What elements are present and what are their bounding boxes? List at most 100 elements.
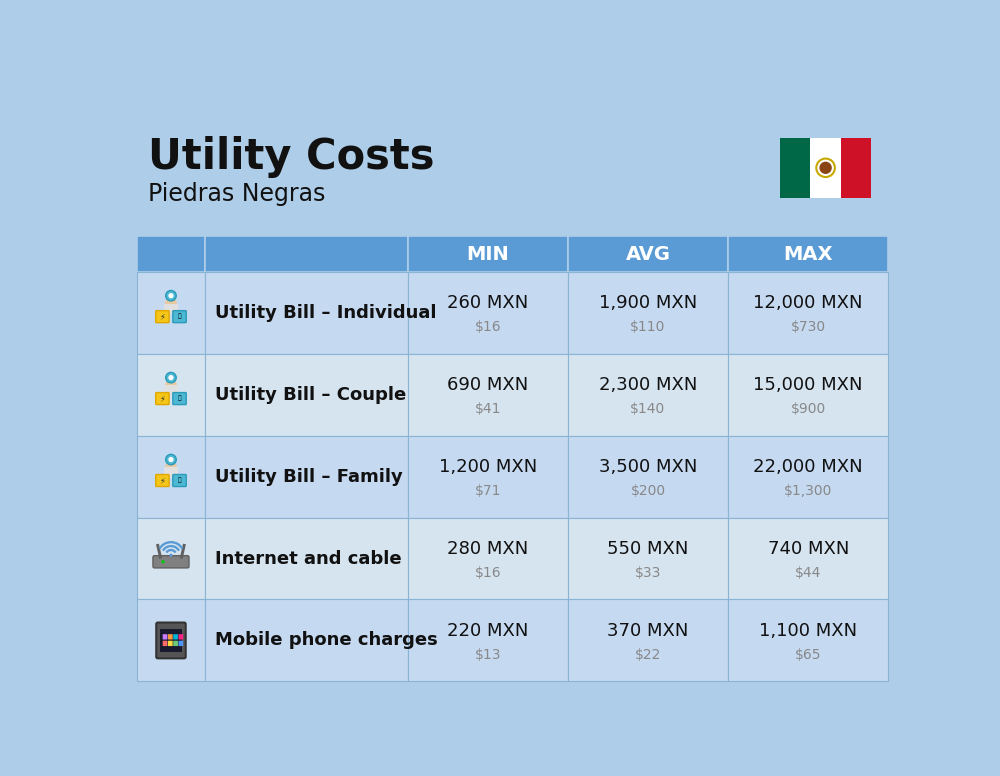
Circle shape bbox=[166, 372, 176, 383]
Polygon shape bbox=[841, 138, 871, 198]
Text: 280 MXN: 280 MXN bbox=[447, 539, 528, 558]
Text: 🚿: 🚿 bbox=[178, 396, 181, 401]
FancyBboxPatch shape bbox=[408, 600, 568, 681]
FancyBboxPatch shape bbox=[205, 435, 408, 518]
FancyBboxPatch shape bbox=[568, 272, 728, 354]
FancyBboxPatch shape bbox=[568, 237, 728, 272]
Text: ⚡: ⚡ bbox=[160, 312, 165, 321]
Text: $41: $41 bbox=[474, 403, 501, 417]
FancyBboxPatch shape bbox=[173, 474, 186, 487]
FancyBboxPatch shape bbox=[408, 435, 568, 518]
FancyBboxPatch shape bbox=[408, 354, 568, 435]
FancyBboxPatch shape bbox=[205, 237, 408, 272]
Text: 15,000 MXN: 15,000 MXN bbox=[753, 376, 863, 394]
Circle shape bbox=[166, 454, 176, 465]
FancyBboxPatch shape bbox=[137, 518, 205, 600]
FancyBboxPatch shape bbox=[168, 641, 173, 646]
FancyBboxPatch shape bbox=[728, 237, 888, 272]
FancyBboxPatch shape bbox=[173, 310, 186, 323]
Text: $44: $44 bbox=[795, 566, 821, 580]
Text: 370 MXN: 370 MXN bbox=[607, 622, 689, 639]
Text: ⚡: ⚡ bbox=[160, 394, 165, 403]
Circle shape bbox=[161, 560, 165, 563]
FancyBboxPatch shape bbox=[160, 629, 182, 652]
Text: $200: $200 bbox=[630, 484, 666, 498]
Text: 260 MXN: 260 MXN bbox=[447, 294, 528, 312]
Text: MAX: MAX bbox=[783, 244, 833, 264]
Text: $730: $730 bbox=[791, 320, 826, 334]
Text: $140: $140 bbox=[630, 403, 666, 417]
FancyBboxPatch shape bbox=[408, 518, 568, 600]
Text: Utility Bill – Family: Utility Bill – Family bbox=[215, 468, 402, 486]
Text: Piedras Negras: Piedras Negras bbox=[148, 182, 326, 206]
Text: AVG: AVG bbox=[625, 244, 670, 264]
FancyBboxPatch shape bbox=[728, 600, 888, 681]
Text: MIN: MIN bbox=[466, 244, 509, 264]
Text: 740 MXN: 740 MXN bbox=[768, 539, 849, 558]
FancyBboxPatch shape bbox=[205, 600, 408, 681]
FancyBboxPatch shape bbox=[568, 518, 728, 600]
Polygon shape bbox=[810, 138, 841, 198]
FancyBboxPatch shape bbox=[168, 634, 173, 639]
Circle shape bbox=[168, 375, 174, 380]
Text: 1,200 MXN: 1,200 MXN bbox=[439, 458, 537, 476]
FancyBboxPatch shape bbox=[173, 634, 178, 639]
FancyBboxPatch shape bbox=[156, 622, 186, 658]
Text: 690 MXN: 690 MXN bbox=[447, 376, 528, 394]
Text: $65: $65 bbox=[795, 648, 821, 662]
Text: 22,000 MXN: 22,000 MXN bbox=[753, 458, 863, 476]
FancyBboxPatch shape bbox=[163, 641, 167, 646]
Text: 2,300 MXN: 2,300 MXN bbox=[599, 376, 697, 394]
Text: 🚿: 🚿 bbox=[178, 314, 181, 320]
FancyBboxPatch shape bbox=[173, 641, 178, 646]
Text: $110: $110 bbox=[630, 320, 666, 334]
Text: $1,300: $1,300 bbox=[784, 484, 832, 498]
FancyBboxPatch shape bbox=[568, 600, 728, 681]
Text: $22: $22 bbox=[635, 648, 661, 662]
FancyBboxPatch shape bbox=[408, 237, 568, 272]
FancyBboxPatch shape bbox=[153, 556, 189, 568]
Text: ⚡: ⚡ bbox=[160, 476, 165, 485]
FancyBboxPatch shape bbox=[137, 354, 205, 435]
FancyBboxPatch shape bbox=[205, 272, 408, 354]
FancyBboxPatch shape bbox=[568, 354, 728, 435]
Text: $900: $900 bbox=[791, 403, 826, 417]
FancyBboxPatch shape bbox=[568, 435, 728, 518]
FancyBboxPatch shape bbox=[156, 310, 169, 323]
FancyBboxPatch shape bbox=[163, 634, 167, 639]
Text: $33: $33 bbox=[635, 566, 661, 580]
FancyBboxPatch shape bbox=[205, 518, 408, 600]
Circle shape bbox=[168, 293, 174, 298]
FancyBboxPatch shape bbox=[164, 303, 178, 314]
Circle shape bbox=[168, 457, 174, 462]
Circle shape bbox=[165, 462, 177, 473]
Text: $71: $71 bbox=[474, 484, 501, 498]
Text: $16: $16 bbox=[474, 320, 501, 334]
FancyBboxPatch shape bbox=[728, 272, 888, 354]
FancyBboxPatch shape bbox=[178, 634, 183, 639]
FancyBboxPatch shape bbox=[205, 354, 408, 435]
FancyBboxPatch shape bbox=[164, 467, 178, 478]
FancyBboxPatch shape bbox=[173, 393, 186, 404]
FancyBboxPatch shape bbox=[728, 354, 888, 435]
FancyBboxPatch shape bbox=[178, 641, 183, 646]
FancyBboxPatch shape bbox=[137, 435, 205, 518]
Circle shape bbox=[169, 553, 173, 557]
Text: $16: $16 bbox=[474, 566, 501, 580]
FancyBboxPatch shape bbox=[137, 237, 205, 272]
Circle shape bbox=[819, 161, 832, 174]
Text: Utility Costs: Utility Costs bbox=[148, 137, 435, 178]
Text: 220 MXN: 220 MXN bbox=[447, 622, 528, 639]
Text: $13: $13 bbox=[474, 648, 501, 662]
Circle shape bbox=[165, 379, 177, 391]
Text: Utility Bill – Couple: Utility Bill – Couple bbox=[215, 386, 406, 404]
Polygon shape bbox=[780, 138, 810, 198]
FancyBboxPatch shape bbox=[156, 474, 169, 487]
Text: 🚿: 🚿 bbox=[178, 478, 181, 483]
Text: 550 MXN: 550 MXN bbox=[607, 539, 689, 558]
FancyBboxPatch shape bbox=[156, 393, 169, 404]
FancyBboxPatch shape bbox=[728, 518, 888, 600]
Text: Internet and cable: Internet and cable bbox=[215, 549, 401, 567]
FancyBboxPatch shape bbox=[164, 386, 178, 396]
FancyBboxPatch shape bbox=[137, 272, 205, 354]
